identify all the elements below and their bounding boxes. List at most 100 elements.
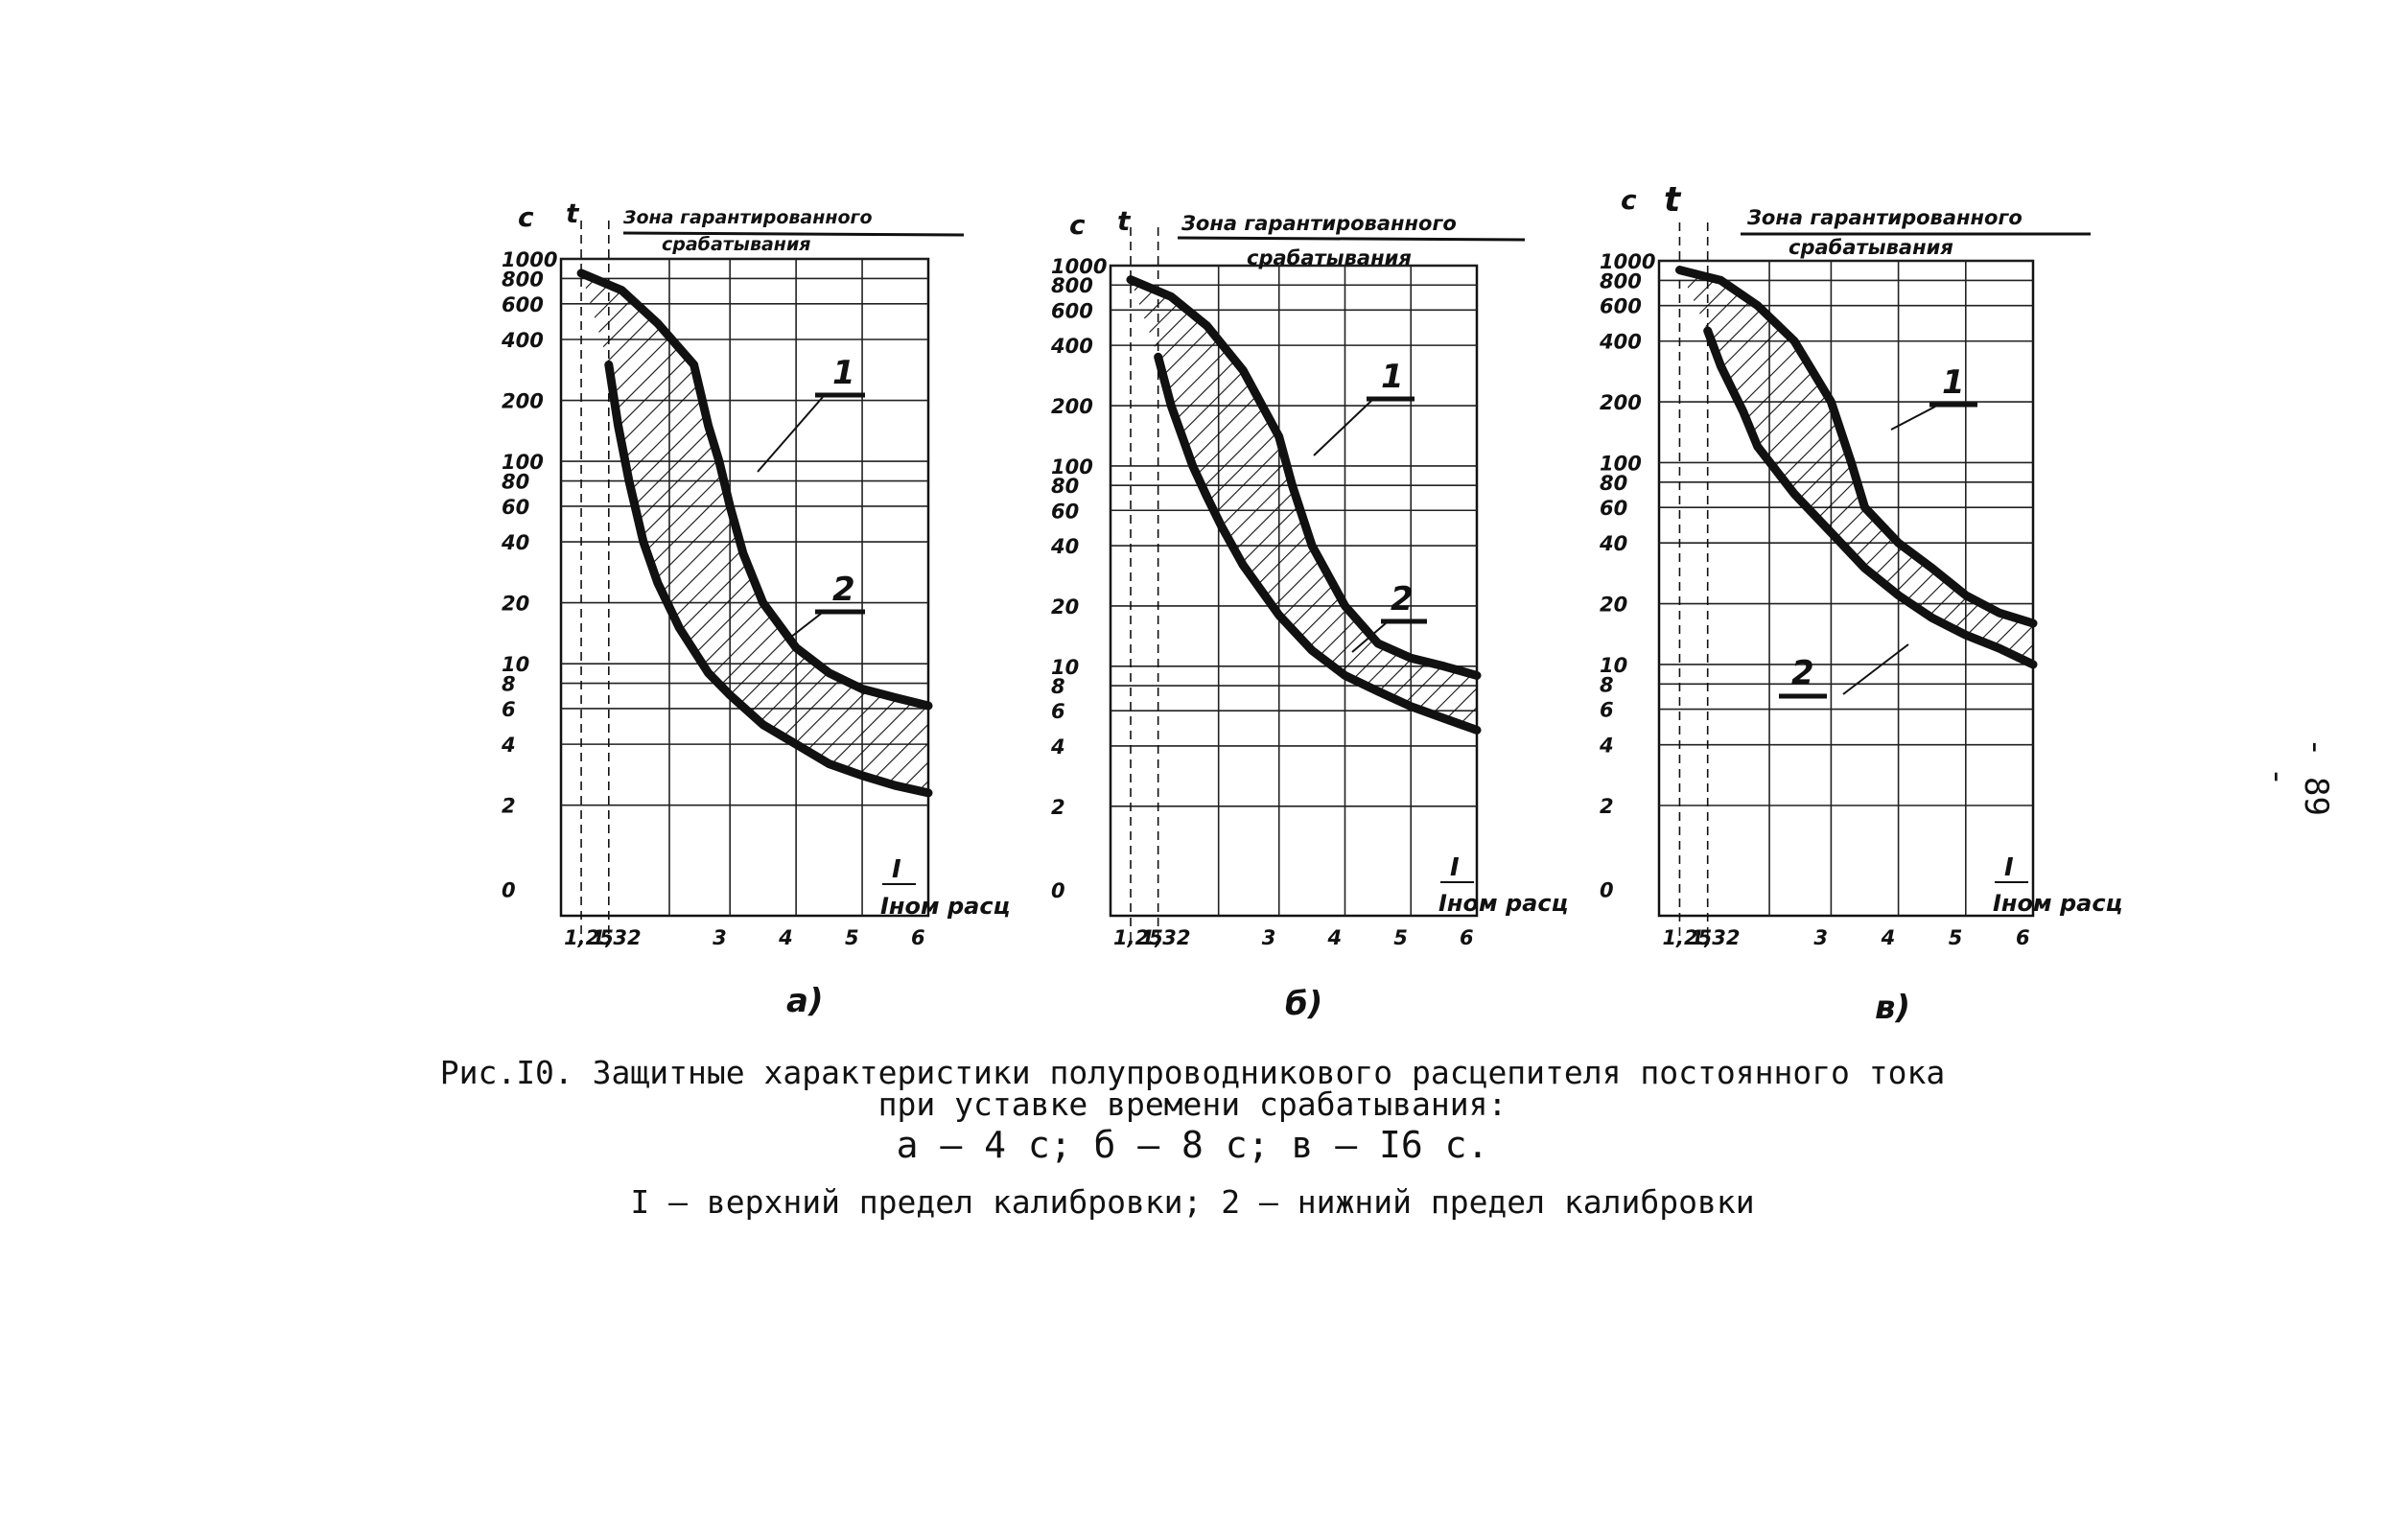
curve-upper-limit-1 (1675, 266, 2038, 628)
y-tick-label: 200 (502, 390, 544, 413)
y-tick-label: 1000 (1051, 255, 1107, 278)
y-tick-label: 600 (1600, 295, 1642, 318)
y-tick-label: 800 (502, 268, 544, 291)
y-tick-label: 10 (1051, 656, 1079, 679)
caption-title: Рис.I0. Защитные характеристики полупров… (439, 1054, 1946, 1091)
y-tick-label: 40 (501, 531, 529, 554)
panel-label: б) (1285, 985, 1322, 1023)
x-label-denominator: Iном расц (1438, 890, 1568, 917)
x-tick-label: 4 (1881, 926, 1896, 949)
y-tick-label: 600 (502, 293, 544, 316)
caption-legend: I – верхний предел калибровки; 2 – нижни… (630, 1183, 1755, 1221)
y-tick-label: 80 (1051, 475, 1079, 498)
y-tick-label: 20 (1051, 595, 1079, 618)
y-tick-label: 6 (1051, 700, 1065, 723)
y-tick-label: 100 (1600, 452, 1642, 475)
y-tick-label: 20 (1600, 594, 1627, 617)
y-tick-label: 40 (1599, 532, 1627, 555)
y-tick-label: 1000 (1600, 250, 1655, 273)
x-tick-label: 5 (845, 926, 859, 949)
x-tick-label: 6 (2016, 926, 2030, 949)
y-tick-label: 60 (1051, 500, 1079, 523)
label-1-leader (1890, 406, 1936, 431)
guaranteed-zone-hatch (1679, 269, 2033, 665)
label-curve-1: 1 (1381, 358, 1404, 396)
chart-panel-c: 10008006004002001008060402010864201,251,… (1599, 180, 2122, 1027)
zone-label-line2: срабатывания (1789, 236, 1953, 259)
y-tick-label: 400 (1599, 331, 1642, 354)
y-tick-label: 8 (502, 673, 516, 696)
y-tick-label: 4 (501, 734, 516, 757)
y-tick-label: 400 (501, 329, 544, 352)
y-tick-label: 10 (502, 653, 529, 676)
y-tick-label: 8 (1600, 673, 1614, 696)
zone-label-line1: Зона гарантированного (622, 207, 873, 228)
tick-labels: 10008006004002001008060402010864201,251,… (1050, 255, 1474, 949)
y-tick-label: 60 (1600, 497, 1627, 520)
y-tick-label: 2 (1600, 795, 1614, 818)
y-tick-label: 10 (1600, 654, 1627, 677)
curve-lower-limit-2 (1154, 352, 1482, 735)
panel-label: а) (786, 982, 823, 1020)
x-tick-label: 4 (1326, 926, 1342, 949)
y-tick-label: 80 (502, 471, 529, 494)
y-symbol-label: t (566, 198, 580, 229)
y-unit-label: с (1621, 184, 1637, 216)
y-symbol-label: t (1664, 180, 1682, 220)
y-tick-label: 0 (502, 879, 516, 902)
label-2-leader (785, 613, 822, 642)
curve-upper-limit-1 (1126, 275, 1482, 680)
y-tick-label: 200 (1600, 391, 1642, 414)
curve-upper-limit-1 (576, 268, 933, 711)
zone-label-line2: срабатывания (1247, 246, 1412, 269)
label-curve-2: 2 (1391, 580, 1414, 618)
y-tick-label: 60 (502, 496, 529, 519)
y-unit-label: с (518, 201, 534, 233)
y-tick-label: 2 (1051, 796, 1065, 819)
y-tick-label: 1000 (502, 248, 557, 271)
x-tick-label: 6 (1460, 926, 1474, 949)
y-tick-label: 200 (1051, 395, 1093, 418)
curves (576, 268, 933, 798)
y-tick-label: 40 (1050, 535, 1079, 558)
y-tick-label: 0 (1600, 879, 1614, 902)
panel-label: в) (1875, 989, 1910, 1027)
chart-panel-a: 10008006004002001008060402010864201,251,… (501, 198, 1010, 1020)
y-tick-label: 4 (1050, 735, 1065, 758)
y-unit-label: с (1069, 209, 1086, 241)
x-label-numerator: I (2004, 853, 2014, 882)
y-symbol-label: t (1117, 205, 1132, 237)
x-label-denominator: Iном расц (1993, 890, 2122, 917)
y-tick-label: 100 (1051, 455, 1093, 478)
y-tick-label: 0 (1051, 879, 1065, 902)
curves (1675, 266, 2038, 669)
zone-label-line1: Зона гарантированного (1181, 212, 1457, 235)
x-label-denominator: Iном расц (880, 893, 1010, 920)
x-tick-label: 5 (1393, 926, 1408, 949)
x-tick-label: 1,32 (1691, 926, 1741, 949)
y-tick-label: 2 (502, 795, 516, 818)
label-2-leader (1351, 622, 1387, 653)
zone-label-underline (1177, 236, 1526, 242)
x-tick-label: 4 (778, 926, 793, 949)
zone-label-line2: срабатывания (662, 234, 810, 255)
guaranteed-zone-hatch (581, 272, 928, 793)
y-tick-label: 8 (1051, 675, 1065, 698)
label-1-leader (757, 396, 824, 473)
x-tick-label: 3 (713, 926, 727, 949)
y-tick-label: 800 (1600, 269, 1642, 292)
grid (1657, 222, 2035, 945)
x-label-numerator: I (1450, 853, 1460, 882)
y-tick-label: 800 (1051, 274, 1093, 297)
curves (1126, 275, 1482, 735)
y-tick-label: 4 (1599, 735, 1614, 758)
label-curve-2: 2 (1791, 654, 1814, 692)
x-label-numerator: I (892, 855, 901, 884)
caption-title-line2: при уставке времени срабатывания: (877, 1085, 1508, 1123)
x-tick-label: 1,25 (564, 926, 614, 949)
y-tick-label: 100 (502, 451, 544, 474)
y-tick-label: 400 (1050, 335, 1093, 358)
y-tick-label: 6 (502, 698, 516, 721)
x-tick-label: 5 (1949, 926, 1963, 949)
